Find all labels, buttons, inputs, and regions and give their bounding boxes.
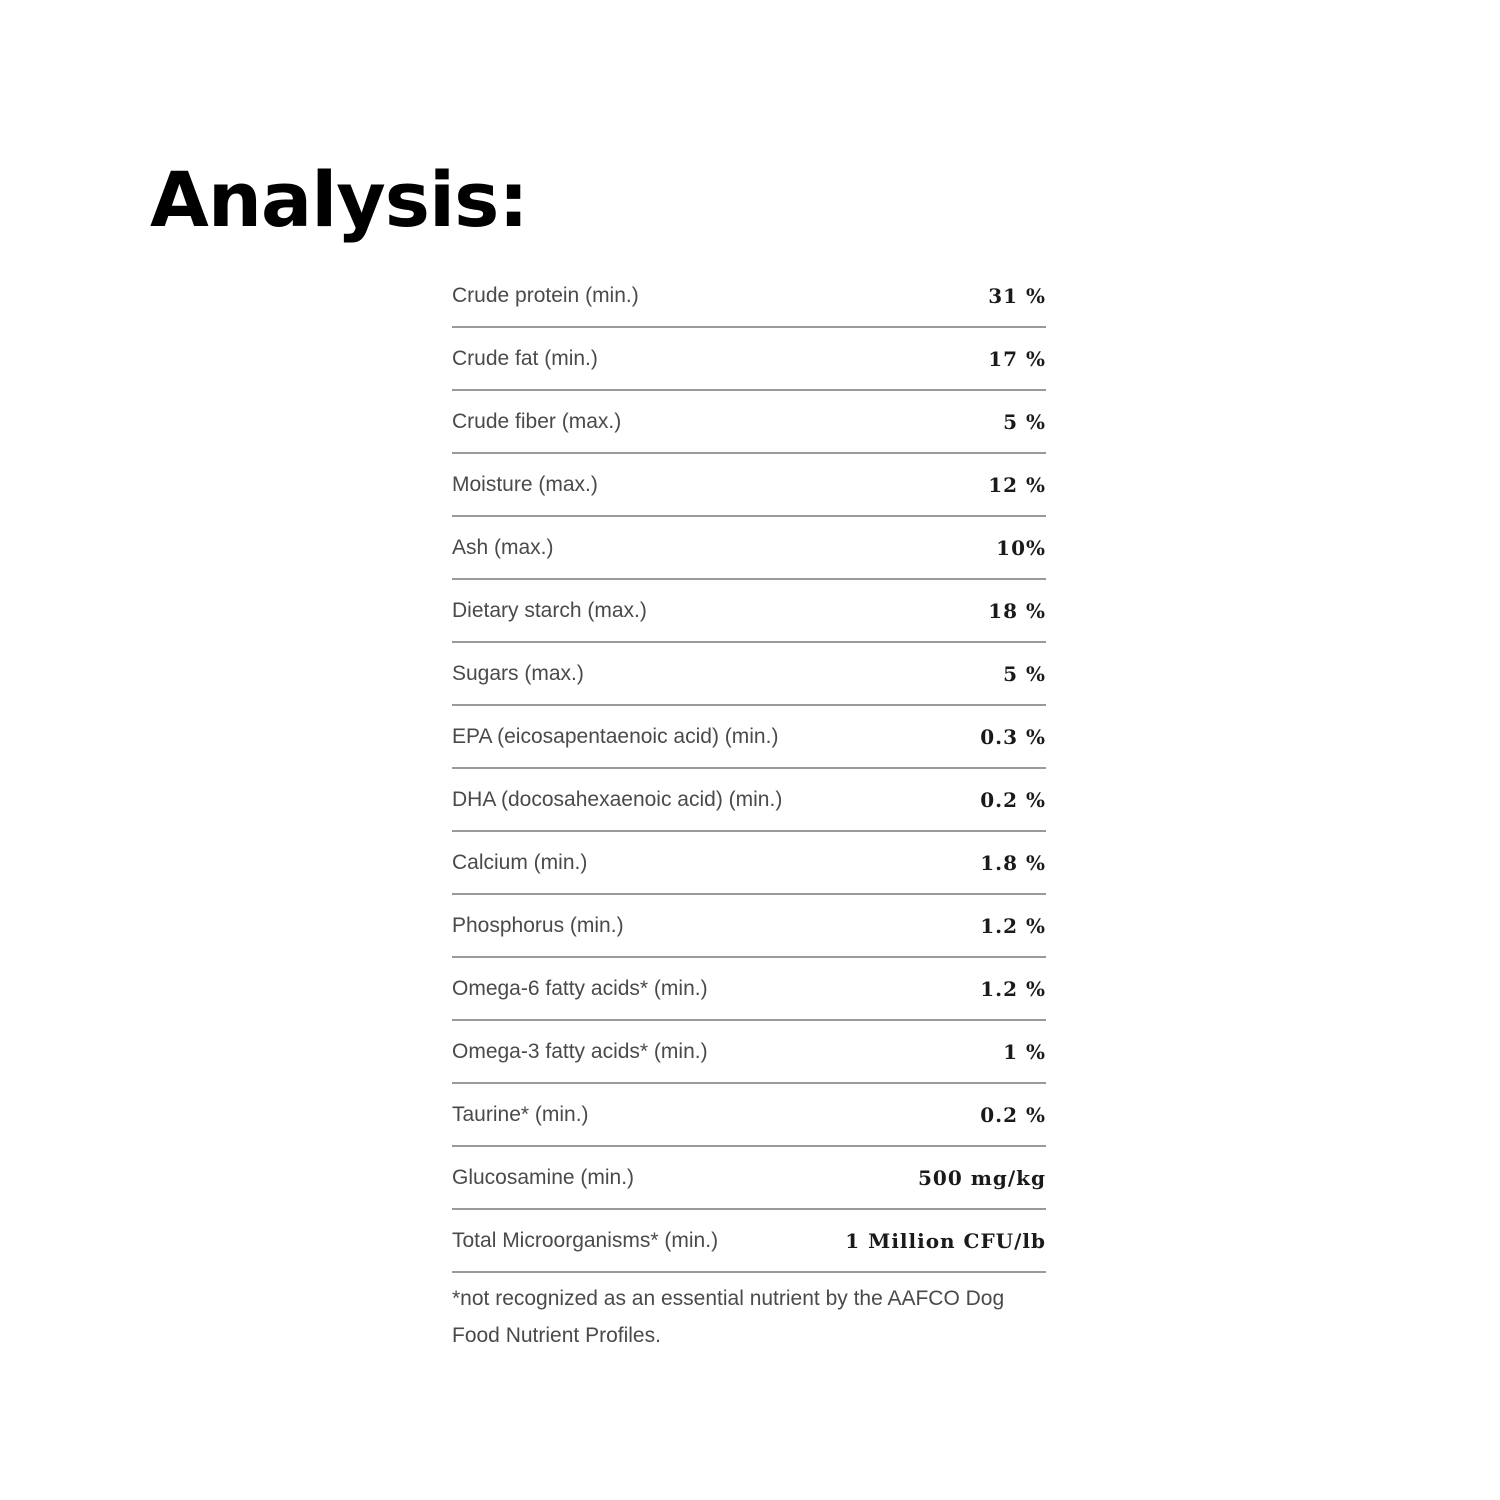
nutrient-label: Taurine* (min.) — [452, 1102, 589, 1126]
table-row: Omega-3 fatty acids* (min.) 1 % — [452, 1021, 1046, 1084]
nutrient-value: 12 % — [988, 472, 1046, 497]
nutrient-value: 500 mg/kg — [917, 1165, 1046, 1190]
nutrient-label: Phosphorus (min.) — [452, 913, 624, 937]
nutrient-label: Omega-3 fatty acids* (min.) — [452, 1039, 708, 1063]
nutrient-value: 1.8 % — [980, 850, 1046, 875]
table-row: Omega-6 fatty acids* (min.) 1.2 % — [452, 958, 1046, 1021]
nutrient-label: Crude fat (min.) — [452, 346, 598, 370]
nutrient-label: Glucosamine (min.) — [452, 1165, 635, 1189]
table-row: EPA (eicosapentaenoic acid) (min.) 0.3 % — [452, 706, 1046, 769]
nutrient-value: 17 % — [988, 346, 1046, 371]
nutrient-value: 31 % — [988, 283, 1046, 308]
nutrient-value: 10% — [996, 535, 1046, 560]
nutrient-label: EPA (eicosapentaenoic acid) (min.) — [452, 724, 779, 748]
table-row: Glucosamine (min.) 500 mg/kg — [452, 1147, 1046, 1210]
nutrient-value: 1 Million CFU/lb — [845, 1228, 1046, 1253]
table-row: Sugars (max.) 5 % — [452, 643, 1046, 706]
table-row: Total Microorganisms* (min.) 1 Million CF… — [452, 1210, 1046, 1273]
analysis-table: Crude protein (min.) 31 % Crude fat (min.)… — [452, 265, 1046, 1273]
table-row: Crude fiber (max.) 5 % — [452, 391, 1046, 454]
table-row: Calcium (min.) 1.8 % — [452, 832, 1046, 895]
nutrient-value: 1 % — [1003, 1039, 1046, 1064]
table-row: Phosphorus (min.) 1.2 % — [452, 895, 1046, 958]
nutrient-label: Sugars (max.) — [452, 661, 584, 685]
footnote: *not recognized as an essential nutrient… — [452, 1287, 1005, 1347]
nutrient-value: 1.2 % — [980, 976, 1046, 1001]
nutrient-label: Omega-6 fatty acids* (min.) — [452, 976, 708, 1000]
nutrient-label: Crude fiber (max.) — [452, 409, 622, 433]
nutrient-value: 0.2 % — [980, 1102, 1046, 1127]
table-row: Moisture (max.) 12 % — [452, 454, 1046, 517]
nutrient-value: 0.3 % — [980, 724, 1046, 749]
table-row: Dietary starch (max.) 18 % — [452, 580, 1046, 643]
table-row: Crude protein (min.) 31 % — [452, 265, 1046, 328]
nutrient-value: 1.2 % — [980, 913, 1046, 938]
nutrient-label: Dietary starch (max.) — [452, 598, 647, 622]
table-row: DHA (docosahexaenoic acid) (min.) 0.2 % — [452, 769, 1046, 832]
table-row: Taurine* (min.) 0.2 % — [452, 1084, 1046, 1147]
nutrient-label: DHA (docosahexaenoic acid) (min.) — [452, 787, 783, 811]
nutrient-value: 5 % — [1003, 661, 1046, 686]
nutrient-label: Crude protein (min.) — [452, 283, 639, 307]
nutrient-label: Ash (max.) — [452, 535, 554, 559]
nutrient-value: 18 % — [988, 598, 1046, 623]
table-row: Crude fat (min.) 17 % — [452, 328, 1046, 391]
nutrient-value: 5 % — [1003, 409, 1046, 434]
nutrient-label: Total Microorganisms* (min.) — [452, 1228, 719, 1252]
nutrient-label: Calcium (min.) — [452, 850, 588, 874]
page-title: Analysis: — [150, 155, 529, 244]
table-row: Ash (max.) 10% — [452, 517, 1046, 580]
nutrient-value: 0.2 % — [980, 787, 1046, 812]
nutrient-label: Moisture (max.) — [452, 472, 598, 496]
